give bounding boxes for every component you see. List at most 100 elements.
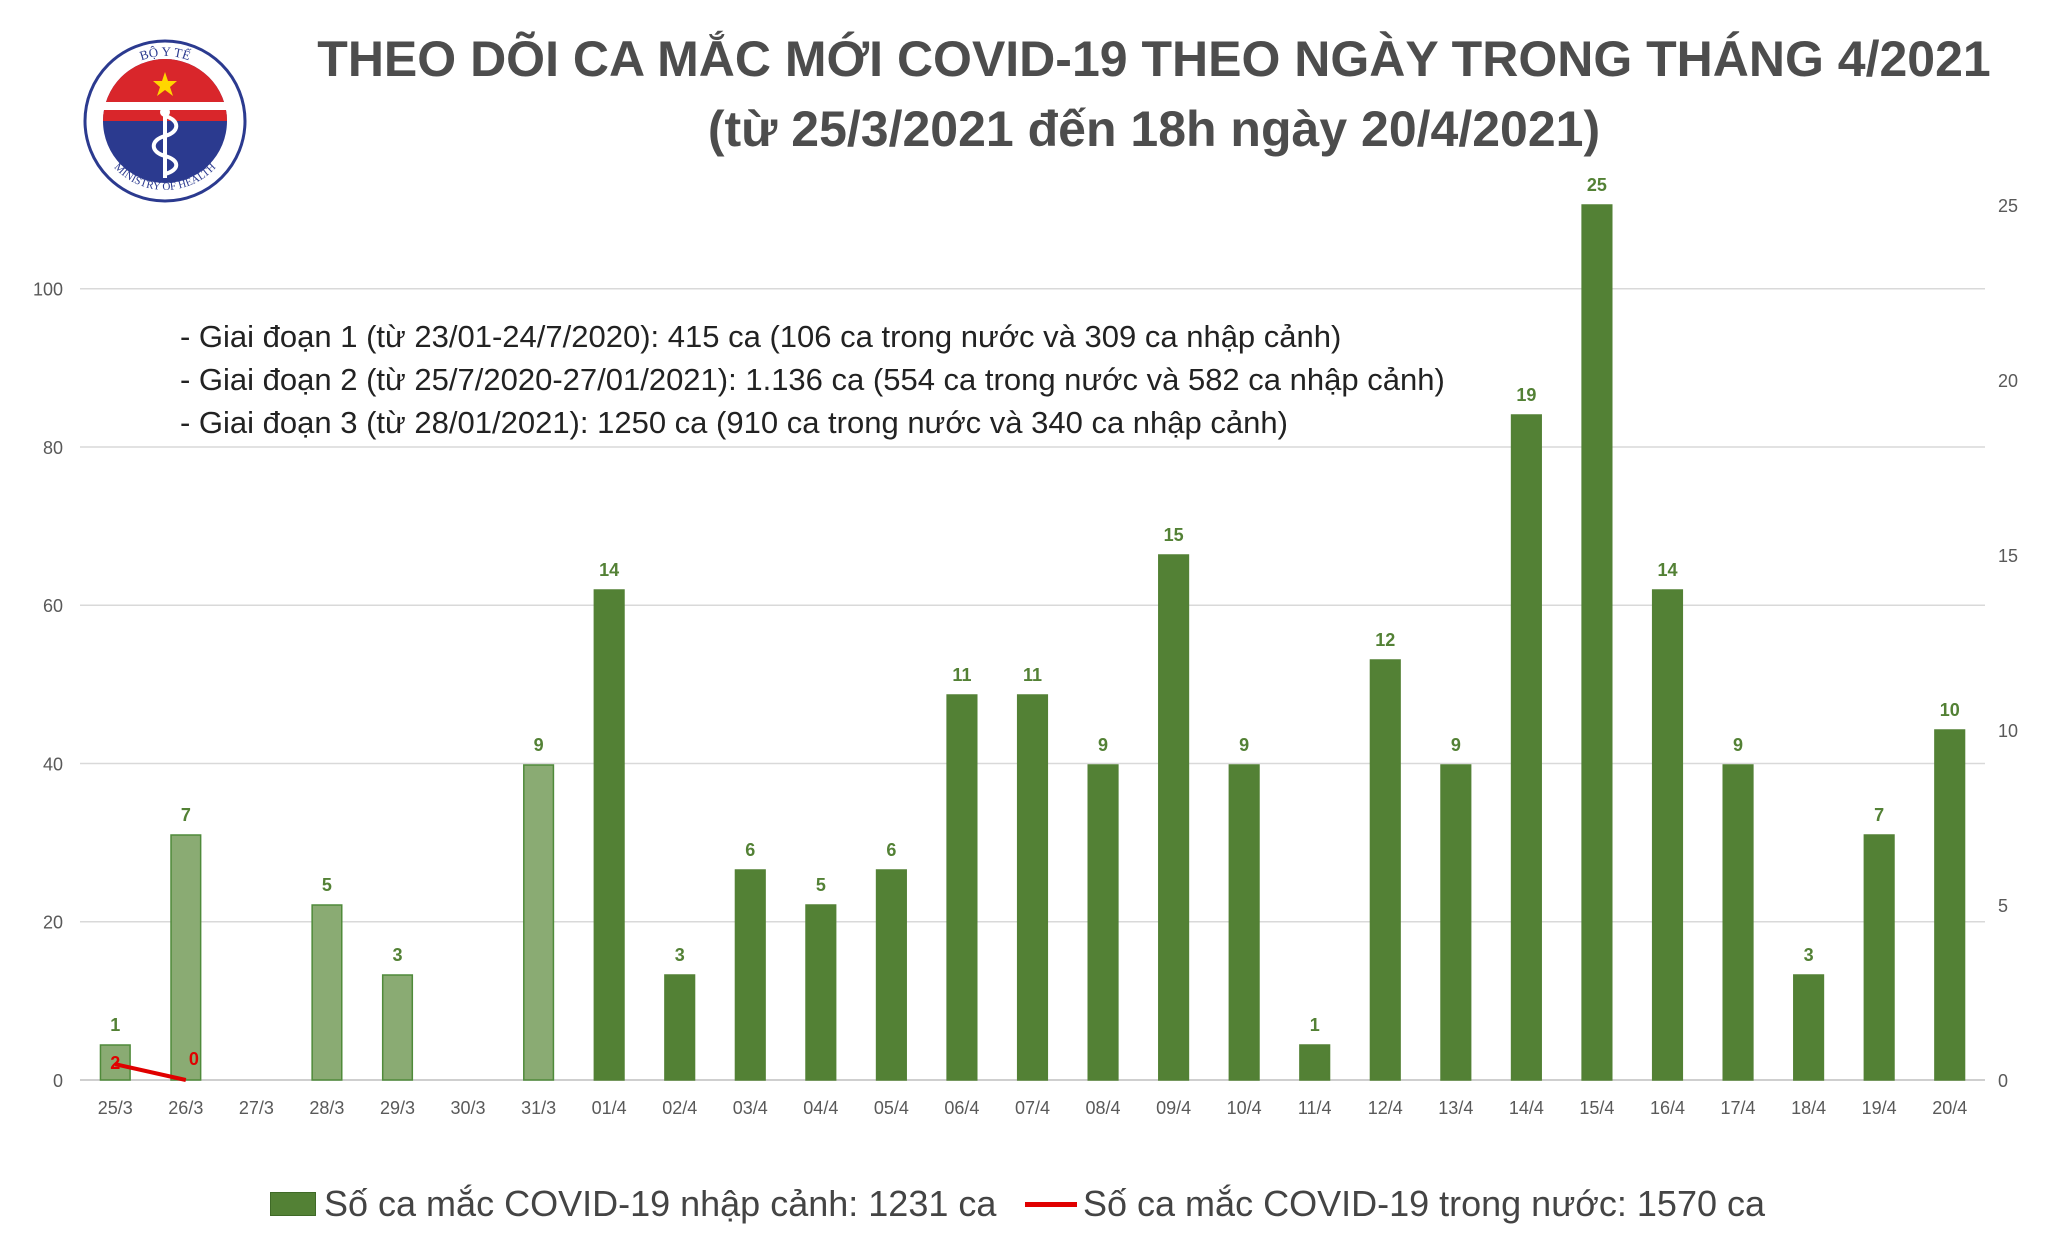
bar-data-label: 10	[1940, 700, 1960, 720]
phase-note-1: - Giai đoạn 1 (từ 23/01-24/7/2020): 415 …	[180, 319, 1342, 354]
x-axis-tick-label: 29/3	[380, 1098, 415, 1118]
bar	[170, 834, 202, 1081]
bar	[946, 694, 978, 1081]
phase-notes: - Giai đoạn 1 (từ 23/01-24/7/2020): 415 …	[180, 315, 1445, 444]
x-axis-tick-label: 31/3	[521, 1098, 556, 1118]
bar-data-label: 14	[599, 560, 619, 580]
line-data-label: 0	[189, 1049, 199, 1069]
legend-bar-swatch	[270, 1192, 316, 1216]
bar-data-label: 15	[1164, 525, 1184, 545]
bar-data-label: 3	[1804, 945, 1814, 965]
x-axis-tick-label: 26/3	[168, 1098, 203, 1118]
bar	[381, 974, 414, 1081]
left-axis-tick-label: 60	[43, 596, 63, 616]
bar-data-label: 3	[675, 945, 685, 965]
bar-data-label: 3	[392, 945, 402, 965]
bar	[875, 869, 907, 1081]
bar-data-label: 6	[745, 840, 755, 860]
bar	[1934, 729, 1966, 1081]
x-axis-tick-label: 16/4	[1650, 1098, 1685, 1118]
bar-data-label: 1	[110, 1015, 120, 1035]
left-axis-tick-label: 20	[43, 913, 63, 933]
bar	[523, 764, 555, 1081]
x-axis-tick-label: 17/4	[1721, 1098, 1756, 1118]
x-axis-tick-label: 10/4	[1227, 1098, 1262, 1118]
bar	[805, 904, 837, 1081]
right-axis-tick-label: 25	[1998, 196, 2018, 216]
bar-data-label: 9	[1451, 735, 1461, 755]
legend-bar-label: Số ca mắc COVID-19 nhập cảnh: 1231 ca	[324, 1183, 997, 1224]
line-data-label: 2	[110, 1053, 120, 1073]
right-axis-tick-label: 10	[1998, 721, 2018, 741]
x-axis-tick-label: 04/4	[803, 1098, 838, 1118]
bar	[311, 904, 343, 1081]
line-series	[114, 1062, 187, 1082]
bar	[1793, 974, 1825, 1081]
bar-data-label: 12	[1375, 630, 1395, 650]
bar-data-label: 1	[1310, 1015, 1320, 1035]
bar	[664, 974, 696, 1081]
left-axis-tick-label: 0	[53, 1071, 63, 1091]
left-axis-tick-label: 40	[43, 754, 63, 774]
right-axis-tick-label: 5	[1998, 896, 2008, 916]
bar-data-label: 19	[1516, 385, 1536, 405]
x-axis-tick-label: 03/4	[733, 1098, 768, 1118]
bar-data-label: 9	[1733, 735, 1743, 755]
bar	[1228, 764, 1260, 1081]
x-axis-tick-label: 11/4	[1298, 1098, 1332, 1118]
x-axis-tick-label: 15/4	[1579, 1098, 1614, 1118]
phase-note-2: - Giai đoạn 2 (từ 25/7/2020-27/01/2021):…	[180, 362, 1445, 397]
x-axis-tick-label: 02/4	[662, 1098, 697, 1118]
x-axis-tick-label: 14/4	[1509, 1098, 1544, 1118]
left-axis-tick-label: 80	[43, 438, 63, 458]
bar	[1510, 414, 1542, 1081]
chart-subtitle: (từ 25/3/2021 đến 18h ngày 20/4/2021)	[707, 101, 1601, 157]
bar	[99, 1044, 131, 1081]
x-axis-tick-label: 05/4	[874, 1098, 909, 1118]
x-axis-tick-label: 06/4	[944, 1098, 979, 1118]
bar	[1087, 764, 1119, 1081]
x-axis-tick-label: 20/4	[1932, 1098, 1967, 1118]
x-axis-tick-label: 13/4	[1438, 1098, 1473, 1118]
legend-item-line: Số ca mắc COVID-19 trong nước: 1570 ca	[1025, 1183, 1765, 1225]
ministry-of-health-logo: BỘ Y TẾ MINISTRY OF HEALTH	[83, 39, 247, 203]
x-axis-tick-label: 09/4	[1156, 1098, 1191, 1118]
bar-data-label: 14	[1657, 560, 1677, 580]
phase-note-3: - Giai đoạn 3 (từ 28/01/2021): 1250 ca (…	[180, 405, 1288, 440]
legend-line-swatch	[1025, 1201, 1077, 1207]
bar	[1440, 764, 1472, 1081]
bar	[1651, 589, 1684, 1081]
x-axis-tick-label: 19/4	[1862, 1098, 1897, 1118]
bar	[734, 869, 766, 1081]
x-axis-tick-label: 25/3	[98, 1098, 133, 1118]
bar	[1581, 204, 1613, 1081]
bar	[593, 589, 625, 1081]
bar-data-label: 7	[181, 805, 191, 825]
bar	[1863, 834, 1895, 1081]
bar-data-label: 11	[1023, 665, 1042, 685]
bar-data-label: 9	[1239, 735, 1249, 755]
bar-data-label: 7	[1874, 805, 1884, 825]
bar-data-label: 5	[322, 875, 332, 895]
x-axis-tick-label: 12/4	[1368, 1098, 1403, 1118]
logo-top-text: BỘ Y TẾ	[138, 44, 193, 63]
bar-data-label: 25	[1587, 175, 1607, 195]
bar	[1369, 659, 1401, 1081]
bar	[1158, 554, 1190, 1081]
legend-item-bars: Số ca mắc COVID-19 nhập cảnh: 1231 ca	[270, 1183, 996, 1225]
bar	[1016, 694, 1049, 1081]
right-axis-tick-label: 20	[1998, 371, 2018, 391]
bar	[1299, 1044, 1331, 1081]
x-axis-tick-label: 30/3	[451, 1098, 486, 1118]
bar	[1722, 764, 1754, 1081]
right-axis-tick-label: 15	[1998, 546, 2018, 566]
x-axis-tick-label: 27/3	[239, 1098, 274, 1118]
svg-text:BỘ Y TẾ: BỘ Y TẾ	[138, 44, 193, 63]
left-axis-tick-label: 100	[33, 280, 63, 300]
bar-data-label: 5	[816, 875, 826, 895]
bar-data-label: 9	[1098, 735, 1108, 755]
x-axis-tick-label: 08/4	[1086, 1098, 1121, 1118]
bar-data-label: 11	[952, 665, 971, 685]
bar-data-label: 6	[886, 840, 896, 860]
